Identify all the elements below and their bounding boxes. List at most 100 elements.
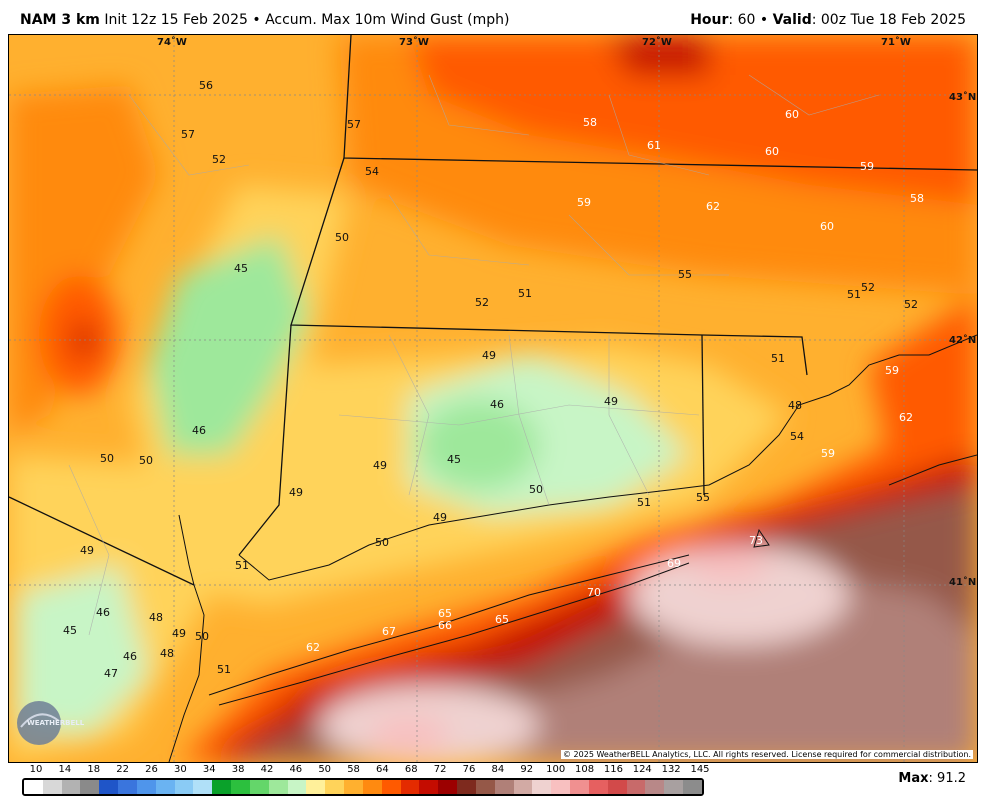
- colorbar-swatch: [419, 780, 439, 794]
- valid-label: Valid: [772, 12, 812, 28]
- colorbar-swatch: [513, 780, 533, 794]
- value-label: 57: [347, 118, 361, 131]
- value-label: 55: [696, 491, 710, 504]
- colorbar-swatch: [155, 780, 175, 794]
- value-label: 46: [123, 650, 137, 663]
- value-labels: 56 57 52 57 54 58 61 60 60 59 58 62 60 5…: [63, 79, 924, 680]
- colorbar-swatch: [174, 780, 194, 794]
- colorbar-tick-label: 100: [546, 764, 566, 775]
- colorbar-swatch: [287, 780, 307, 794]
- colorbar-tick-label: 76: [462, 764, 476, 775]
- colorbar-swatch: [570, 780, 589, 794]
- value-label: 51: [847, 288, 861, 301]
- colorbar-swatch: [61, 780, 81, 794]
- value-label: 49: [604, 395, 618, 408]
- value-label: 46: [96, 606, 110, 619]
- value-label: 58: [583, 116, 597, 129]
- value-label: 49: [373, 459, 387, 472]
- value-label: 49: [433, 511, 447, 524]
- value-label: 49: [172, 627, 186, 640]
- valid-value: : 00z Tue 18 Feb 2025: [811, 12, 966, 28]
- value-label: 70: [587, 586, 601, 599]
- colorbar-swatch: [249, 780, 269, 794]
- value-label: 60: [820, 220, 834, 233]
- value-label: 46: [192, 424, 206, 437]
- value-label: 52: [904, 298, 918, 311]
- forecast-time: Hour: 60 • Valid: 00z Tue 18 Feb 2025: [690, 12, 966, 28]
- max-value: : 91.2: [928, 771, 966, 786]
- colorbar-swatch: [325, 780, 345, 794]
- value-label: 54: [365, 165, 379, 178]
- colorbar-swatch: [551, 780, 571, 794]
- colorbar-swatch: [438, 780, 458, 794]
- value-label: 50: [529, 483, 543, 496]
- colorbar-swatch: [362, 780, 382, 794]
- colorbar-swatch: [42, 780, 62, 794]
- value-label: 50: [335, 231, 349, 244]
- value-label: 50: [139, 454, 153, 467]
- colorbar-swatch: [532, 780, 552, 794]
- value-label: 51: [518, 287, 532, 300]
- value-label: 50: [375, 536, 389, 549]
- value-label: 59: [821, 447, 835, 460]
- lon-label: 71˚W: [881, 36, 911, 48]
- value-label: 55: [678, 268, 692, 281]
- colorbar-tick-label: 84: [491, 764, 505, 775]
- colorbar-tick-label: 132: [661, 764, 681, 775]
- value-label: 51: [771, 352, 785, 365]
- value-label: 52: [861, 281, 875, 294]
- lon-label: 74˚W: [157, 36, 187, 48]
- value-label: 58: [910, 192, 924, 205]
- hour-label: Hour: [690, 12, 729, 28]
- value-label: 60: [765, 145, 779, 158]
- colorbar-tick-label: 30: [173, 764, 187, 775]
- value-label: 62: [899, 411, 913, 424]
- lon-label: 73˚W: [399, 36, 429, 48]
- county-lines: [68, 74, 880, 636]
- value-label: 52: [475, 296, 489, 309]
- value-label: 48: [160, 647, 174, 660]
- chart-title: NAM 3 km Init 12z 15 Feb 2025 • Accum. M…: [20, 12, 509, 28]
- value-label: 60: [785, 108, 799, 121]
- value-label: 51: [217, 663, 231, 676]
- coastline: [168, 334, 977, 762]
- colorbar-swatch: [193, 780, 213, 794]
- product-name: Accum. Max 10m Wind Gust (mph): [265, 12, 510, 28]
- colorbar-swatch: [626, 780, 646, 794]
- value-label: 62: [306, 641, 320, 654]
- colorbar-swatch: [664, 780, 683, 794]
- colorbar-tick-label: 26: [145, 764, 158, 775]
- value-label: 45: [63, 624, 77, 637]
- wind-field: [9, 35, 977, 762]
- value-label: 48: [788, 399, 802, 412]
- colorbar-tick-label: 10: [29, 764, 43, 775]
- colorbar-swatch: [306, 780, 326, 794]
- wind-gust-map[interactable]: 74˚W 73˚W 72˚W 71˚W 43˚N 42˚N 41˚N 56 57…: [8, 34, 978, 763]
- colorbar-swatch: [400, 780, 420, 794]
- value-label: 73: [749, 534, 763, 547]
- value-label: 51: [637, 496, 651, 509]
- map-canvas: 74˚W 73˚W 72˚W 71˚W 43˚N 42˚N 41˚N 56 57…: [9, 35, 977, 762]
- lon-label: 72˚W: [642, 36, 672, 48]
- max-value-label: Max: 91.2: [898, 771, 966, 786]
- value-label: 47: [104, 667, 118, 680]
- colorbar-tick-label: 116: [603, 764, 623, 775]
- init-time: Init 12z 15 Feb 2025: [104, 12, 248, 28]
- value-label: 69: [667, 557, 681, 570]
- colorbar-tick-label: 72: [433, 764, 447, 775]
- colorbar-tick-label: 18: [87, 764, 101, 775]
- value-label: 49: [482, 349, 496, 362]
- colorbar-tick-label: 34: [202, 764, 216, 775]
- value-label: 59: [885, 364, 899, 377]
- value-label: 65: [495, 613, 509, 626]
- colorbar-swatch: [607, 780, 627, 794]
- colorbar-tick-label: 42: [260, 764, 274, 775]
- colorbar-tick-label: 22: [116, 764, 129, 775]
- value-label: 65: [438, 607, 452, 620]
- copyright-notice: © 2025 WeatherBELL Analytics, LLC. All r…: [561, 750, 973, 759]
- colorbar-swatch: [381, 780, 401, 794]
- colorbar-tick-label: 14: [58, 764, 72, 775]
- colorbar-tick-label: 145: [690, 764, 710, 775]
- colorbar-swatch: [231, 780, 250, 794]
- colorbar-swatch: [494, 780, 514, 794]
